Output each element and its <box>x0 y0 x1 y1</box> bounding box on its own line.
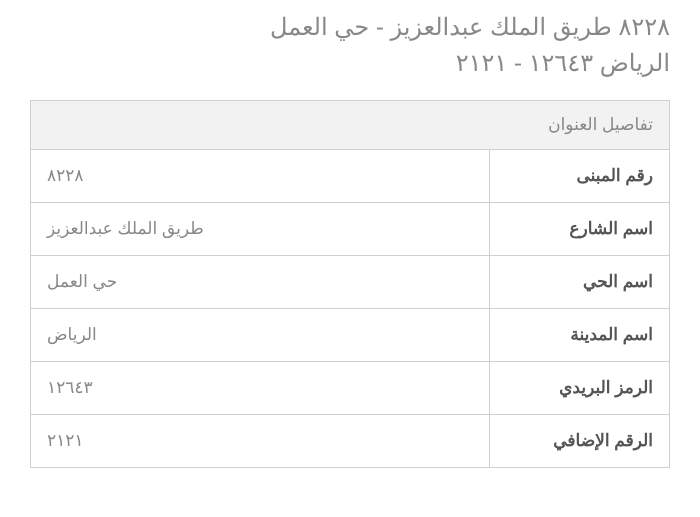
row-value: حي العمل <box>31 256 489 308</box>
row-label: الرقم الإضافي <box>489 415 669 467</box>
row-value: ٨٢٢٨ <box>31 150 489 202</box>
row-value: طريق الملك عبدالعزيز <box>31 203 489 255</box>
row-label: رقم المبنى <box>489 150 669 202</box>
row-label: اسم الحي <box>489 256 669 308</box>
row-value: الرياض <box>31 309 489 361</box>
row-value: ٢١٢١ <box>31 415 489 467</box>
table-row: اسم الشارع طريق الملك عبدالعزيز <box>31 203 669 256</box>
table-row: اسم الحي حي العمل <box>31 256 669 309</box>
table-row: رقم المبنى ٨٢٢٨ <box>31 150 669 203</box>
address-details-table: تفاصيل العنوان رقم المبنى ٨٢٢٨ اسم الشار… <box>30 100 670 468</box>
row-label: الرمز البريدي <box>489 362 669 414</box>
address-line-2: الرياض ١٢٦٤٣ - ٢١٢١ <box>30 46 670 82</box>
table-title: تفاصيل العنوان <box>31 101 669 150</box>
table-row: اسم المدينة الرياض <box>31 309 669 362</box>
address-line-1: ٨٢٢٨ طريق الملك عبدالعزيز - حي العمل <box>30 10 670 46</box>
row-value: ١٢٦٤٣ <box>31 362 489 414</box>
table-row: الرقم الإضافي ٢١٢١ <box>31 415 669 467</box>
row-label: اسم المدينة <box>489 309 669 361</box>
table-row: الرمز البريدي ١٢٦٤٣ <box>31 362 669 415</box>
row-label: اسم الشارع <box>489 203 669 255</box>
